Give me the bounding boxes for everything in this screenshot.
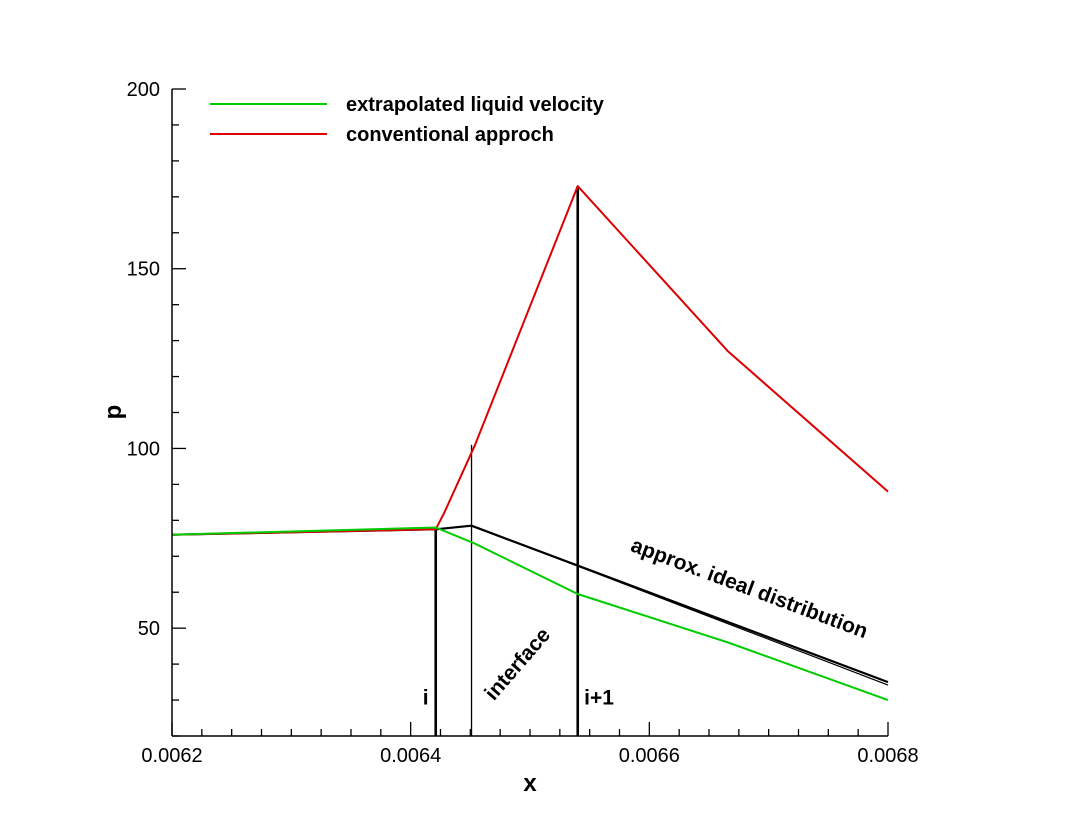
legend: extrapolated liquid velocity conventional… [210, 94, 605, 146]
y-tick-label-3: 200 [127, 79, 160, 101]
y-tick-label-0: 50 [138, 618, 160, 640]
x-axis-title: x [523, 770, 537, 797]
annotation-i-plus-1: i+1 [584, 686, 614, 709]
legend-label-1: conventional approch [346, 124, 554, 146]
legend-label-0: extrapolated liquid velocity [346, 94, 605, 116]
y-tick-label-1: 100 [127, 438, 160, 460]
x-tick-label-2: 0.0066 [619, 745, 680, 767]
y-axis-title: p [100, 405, 127, 420]
series-line-1 [171, 185, 889, 536]
x-tick-label-3: 0.0068 [857, 745, 918, 767]
annotations: i interface i+1 approx. ideal distribution [423, 534, 871, 710]
annotation-interface: interface [480, 624, 555, 705]
annotation-ideal-distribution: approx. ideal distribution [628, 534, 871, 643]
annotation-i: i [423, 686, 429, 709]
x-tick-label-1: 0.0064 [380, 745, 441, 767]
plot-lines [171, 185, 889, 736]
series-line-0 [171, 526, 889, 702]
axes: 50 100 150 200 0.0062 0.0064 0.0066 0.0068 x p [100, 79, 919, 797]
x-tick-label-0: 0.0062 [141, 745, 202, 767]
ideal-distribution-second-stroke [477, 527, 889, 686]
y-tick-label-2: 150 [127, 259, 160, 281]
